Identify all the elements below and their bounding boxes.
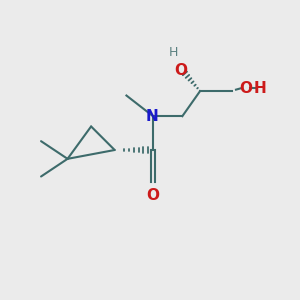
Text: N: N (146, 109, 159, 124)
Text: O: O (239, 81, 252, 96)
Text: O: O (146, 188, 159, 203)
Text: O: O (174, 63, 188, 78)
Text: H: H (169, 46, 178, 59)
Text: H: H (254, 81, 267, 96)
